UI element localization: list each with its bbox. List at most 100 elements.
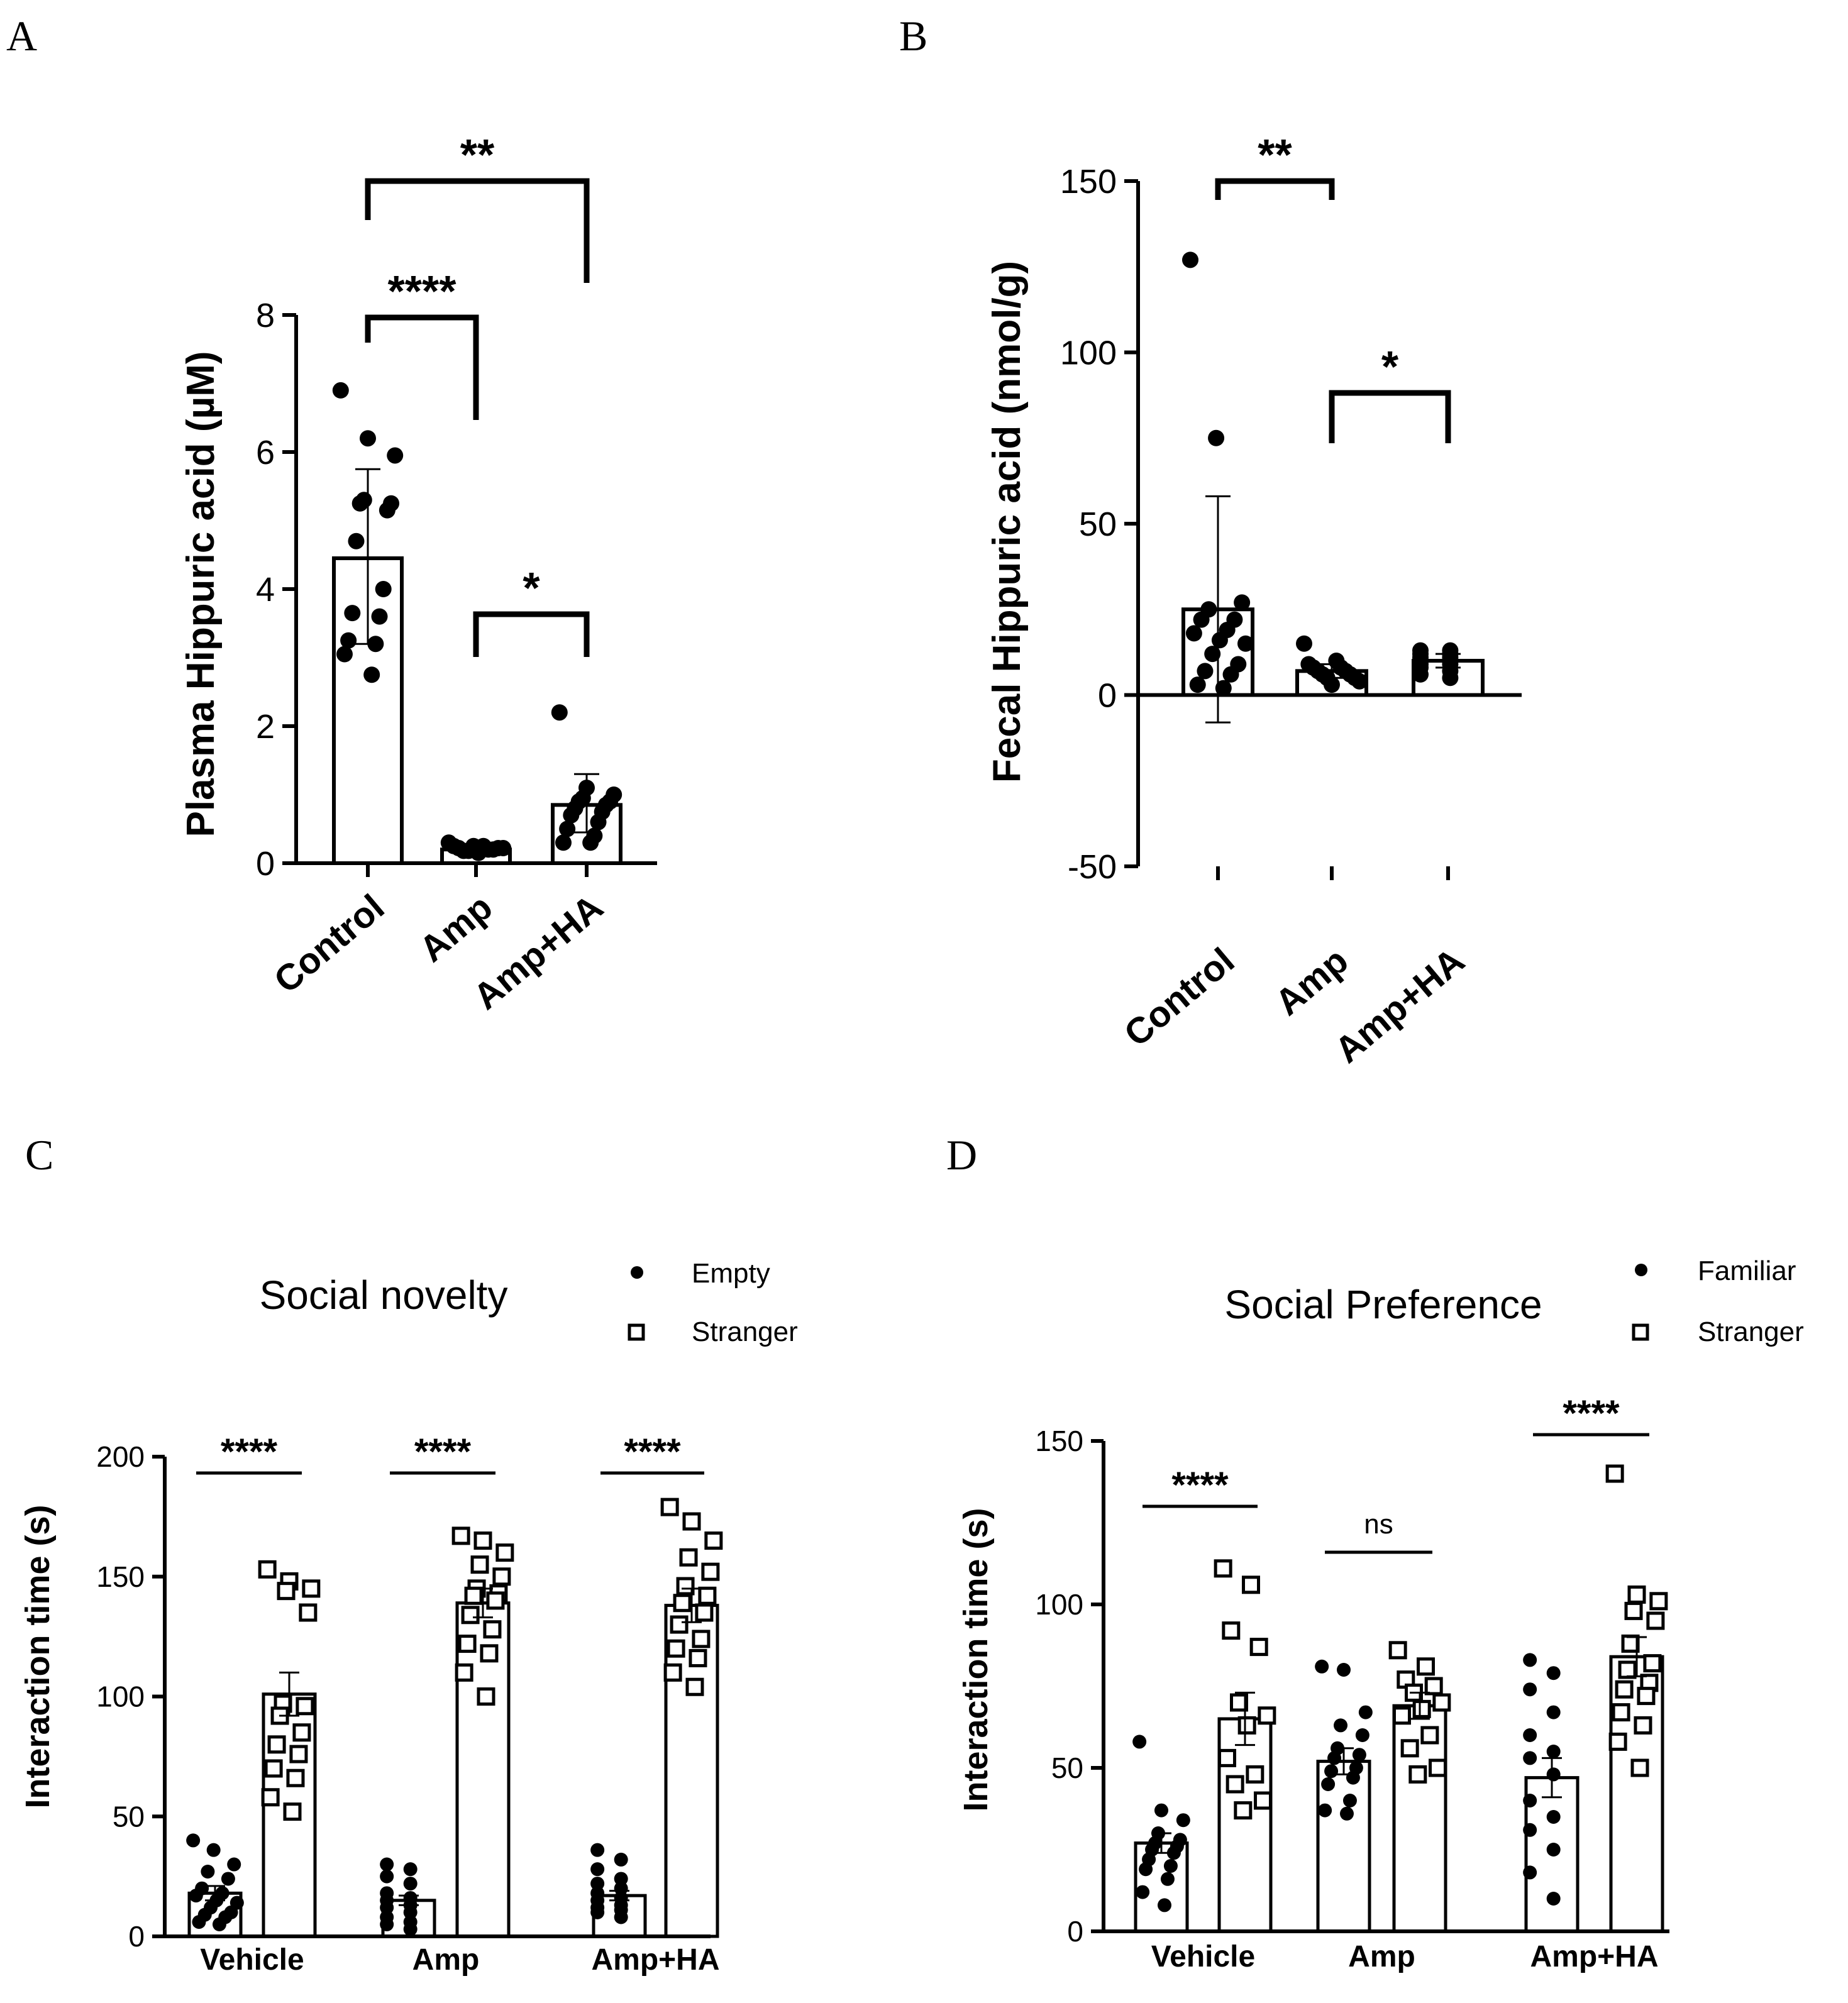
significance-bracket-a bbox=[365, 314, 479, 420]
data-point-a bbox=[363, 666, 380, 683]
x-category-label-d: Vehicle bbox=[1151, 1940, 1255, 1973]
y-tick-label-b: 150 bbox=[1060, 163, 1117, 201]
data-point-b bbox=[1412, 666, 1429, 683]
data-point-a bbox=[336, 646, 353, 663]
data-point-d-familiar bbox=[1327, 1751, 1342, 1765]
data-point-c-stranger bbox=[695, 1603, 714, 1622]
data-point-a bbox=[375, 581, 392, 597]
data-point-c-stranger bbox=[667, 1639, 685, 1658]
panel-label-b: B bbox=[899, 12, 927, 60]
data-point-d-stranger bbox=[1214, 1559, 1232, 1578]
data-point-b bbox=[1182, 251, 1198, 268]
data-point-c-empty bbox=[221, 1872, 235, 1886]
data-point-d-stranger bbox=[1432, 1693, 1451, 1712]
data-point-a bbox=[351, 495, 368, 512]
data-point-c-empty bbox=[403, 1877, 418, 1891]
data-point-a bbox=[387, 447, 404, 464]
data-point-d-familiar bbox=[1546, 1745, 1561, 1758]
data-point-d-familiar bbox=[1546, 1892, 1561, 1906]
data-point-d-familiar bbox=[1132, 1735, 1147, 1749]
data-point-c-stranger bbox=[480, 1644, 499, 1663]
y-tick-label-c: 50 bbox=[113, 1800, 145, 1833]
data-point-c-empty bbox=[212, 1917, 226, 1931]
data-point-d-familiar bbox=[1523, 1865, 1537, 1880]
data-point-d-familiar bbox=[1346, 1770, 1360, 1785]
y-tick-label-d: 100 bbox=[1035, 1588, 1083, 1621]
data-point-d-stranger bbox=[1229, 1693, 1248, 1712]
significance-label-a: ** bbox=[460, 130, 495, 179]
data-point-d-stranger bbox=[1605, 1464, 1624, 1483]
data-point-c-empty bbox=[614, 1872, 628, 1886]
y-tick-label-a: 6 bbox=[256, 434, 275, 472]
x-category-label-c: Amp bbox=[412, 1943, 480, 1977]
significance-label-d: **** bbox=[1171, 1465, 1229, 1506]
data-point-d-stranger bbox=[1392, 1706, 1411, 1725]
data-point-c-stranger bbox=[264, 1759, 283, 1778]
data-point-c-empty bbox=[614, 1910, 628, 1924]
data-point-d-familiar bbox=[1315, 1659, 1329, 1674]
legend-label-stranger-d: Stranger bbox=[1698, 1316, 1804, 1347]
data-point-d-stranger bbox=[1618, 1660, 1637, 1679]
data-point-d-familiar bbox=[1334, 1718, 1348, 1733]
data-point-d-stranger bbox=[1612, 1703, 1630, 1722]
data-point-d-stranger bbox=[1630, 1758, 1649, 1777]
data-point-c-empty bbox=[192, 1915, 206, 1929]
data-point-d-familiar bbox=[1358, 1705, 1373, 1719]
data-point-c-stranger bbox=[292, 1723, 311, 1742]
data-point-c-stranger bbox=[682, 1512, 701, 1531]
data-point-c-empty bbox=[590, 1862, 605, 1877]
data-point-b bbox=[1197, 663, 1214, 680]
data-point-c-stranger bbox=[286, 1768, 305, 1787]
data-point-d-stranger bbox=[1429, 1758, 1447, 1777]
data-point-c-stranger bbox=[464, 1586, 483, 1605]
data-point-b bbox=[1189, 676, 1206, 693]
significance-bracket-a bbox=[473, 611, 590, 657]
y-tick-label-c: 200 bbox=[96, 1440, 145, 1473]
data-point-a bbox=[360, 430, 376, 447]
chart-title-c: Social novelty bbox=[260, 1272, 508, 1318]
data-point-c-stranger bbox=[455, 1663, 473, 1682]
data-point-c-empty bbox=[403, 1862, 418, 1877]
significance-bracket-a bbox=[365, 178, 590, 283]
data-point-a bbox=[582, 834, 599, 851]
data-point-d-familiar bbox=[1157, 1898, 1171, 1912]
data-point-d-familiar bbox=[1139, 1862, 1153, 1877]
data-point-d-familiar bbox=[1352, 1748, 1366, 1762]
data-point-d-stranger bbox=[1237, 1716, 1256, 1735]
y-tick-label-b: -50 bbox=[1068, 848, 1117, 886]
data-point-d-familiar bbox=[1136, 1885, 1150, 1899]
data-point-b bbox=[1296, 635, 1312, 652]
data-point-d-familiar bbox=[1523, 1751, 1537, 1765]
y-tick-label-d: 0 bbox=[1067, 1915, 1083, 1948]
data-point-a bbox=[551, 704, 568, 721]
data-point-c-stranger bbox=[470, 1555, 489, 1574]
data-point-c-stranger bbox=[701, 1562, 720, 1581]
data-point-d-familiar bbox=[1154, 1803, 1168, 1818]
data-point-c-empty bbox=[380, 1857, 394, 1872]
data-point-d-stranger bbox=[1226, 1775, 1244, 1794]
data-point-a bbox=[348, 532, 365, 549]
data-point-c-stranger bbox=[296, 1697, 314, 1716]
data-point-d-familiar bbox=[1523, 1653, 1537, 1667]
data-point-c-stranger bbox=[461, 1606, 480, 1625]
significance-label-c: **** bbox=[221, 1432, 278, 1472]
significance-label-c: **** bbox=[624, 1432, 681, 1472]
data-point-d-familiar bbox=[1337, 1663, 1351, 1677]
x-category-label-c: Amp+HA bbox=[591, 1943, 719, 1977]
data-point-a bbox=[559, 820, 576, 837]
data-point-d-stranger bbox=[1234, 1801, 1253, 1820]
data-point-c-empty bbox=[201, 1864, 215, 1879]
data-point-c-empty bbox=[206, 1843, 221, 1857]
data-point-a bbox=[344, 605, 361, 622]
significance-bracket-b bbox=[1215, 178, 1335, 200]
significance-label-b: ** bbox=[1258, 130, 1292, 179]
data-point-c-stranger bbox=[483, 1620, 502, 1639]
data-point-c-empty bbox=[590, 1877, 605, 1891]
panel-d: D Social Preference Familiar Stranger In… bbox=[946, 1131, 1804, 1973]
data-point-b bbox=[1215, 680, 1232, 697]
data-point-b bbox=[1185, 625, 1202, 642]
data-point-d-stranger bbox=[1408, 1765, 1427, 1784]
data-point-c-stranger bbox=[283, 1802, 302, 1821]
data-point-b bbox=[1234, 594, 1251, 611]
data-point-d-familiar bbox=[1324, 1764, 1339, 1779]
